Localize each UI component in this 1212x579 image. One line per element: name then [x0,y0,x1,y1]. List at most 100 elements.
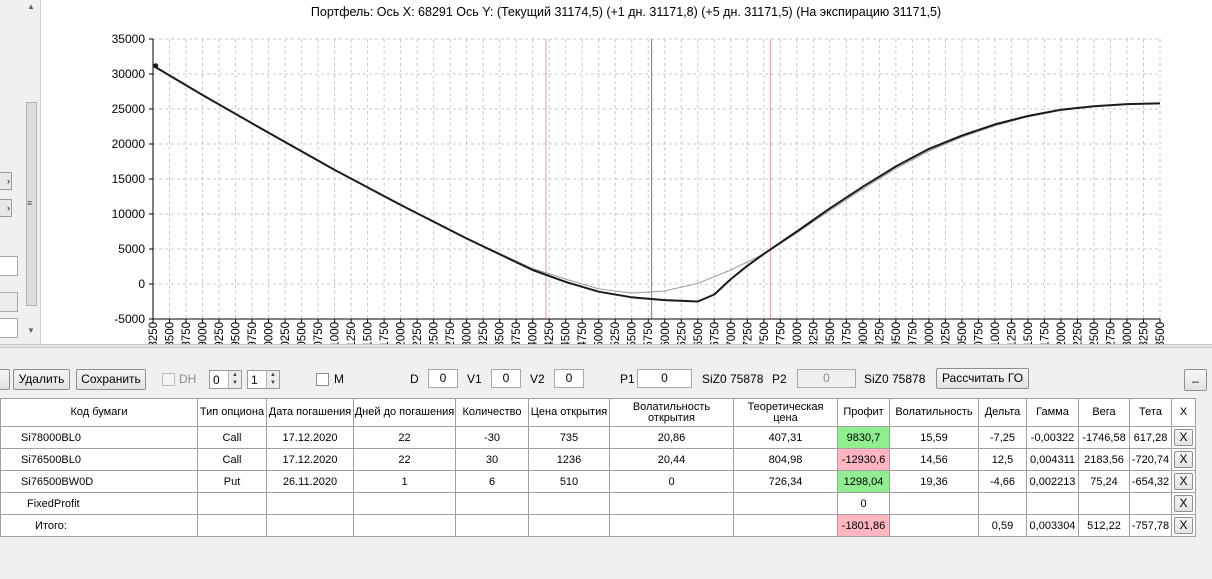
x-tick-label: 80750 [973,322,985,344]
header-qty[interactable]: Количество [455,398,529,427]
scroll-down-arrow-icon[interactable]: ▼ [27,326,35,335]
header-profit[interactable]: Профит [837,398,890,427]
side-input-1[interactable] [0,256,18,276]
delete-button[interactable]: Удалить [13,369,70,390]
hidden-left-button[interactable] [0,369,10,390]
cell-x: X [1171,448,1196,471]
x-tick-label: 75500 [627,322,639,344]
cell-x: X [1171,470,1196,493]
cell-qty: -30 [455,426,529,449]
v2-input[interactable]: 0 [554,369,584,388]
side-button-1[interactable]: › [0,172,12,190]
cell-qty [455,514,529,537]
y-tick-label: 0 [138,277,145,291]
vertical-scrollbar[interactable]: ▲ ≡ ▼ [24,0,40,338]
x-tick-label: 70250 [280,322,292,344]
x-tick-label: 69250 [214,322,226,344]
cell-gamma: -0,00322 [1026,426,1079,449]
left-side-panel: › › ▲ ≡ ▼ [0,0,41,344]
cell-code[interactable]: Si76500BL0 [0,448,198,471]
table-row[interactable]: FixedProfit 0 X [0,492,1196,515]
header-delta[interactable]: Дельта [978,398,1027,427]
panel-splitter[interactable] [0,344,1212,348]
p2-input[interactable]: 0 [797,369,856,388]
x-tick-label: 73000 [462,322,474,344]
x-tick-label: 79250 [874,322,886,344]
spin-input-1[interactable]: 0 ▲ ▼ [209,370,242,389]
x-tick-label: 73750 [511,322,523,344]
x-tick-label: 82000 [1056,322,1068,344]
table-row[interactable]: Si76500BW0D Put 26.11.2020 1 6 510 0 726,34 1298… [0,470,1196,493]
cell-code[interactable]: Si78000BL0 [0,426,198,449]
header-theta[interactable]: Тета [1129,398,1172,427]
cell-open-price: 735 [528,426,610,449]
header-date[interactable]: Дата погашения [266,398,354,427]
remove-row-button[interactable]: X [1174,473,1193,490]
header-type[interactable]: Тип опциона [197,398,267,427]
table-row[interactable]: Итого: -1801,86 0,59 0,003304 512,22 -757,78 X [0,514,1196,537]
table-row[interactable]: Si78000BL0 Call 17.12.2020 22 -30 735 20,86 407… [0,426,1196,449]
x-tick-label: 68250 [148,322,160,344]
table-row[interactable]: Si76500BL0 Call 17.12.2020 22 30 1236 20,44 804… [0,448,1196,471]
remove-row-button[interactable]: X [1174,517,1193,534]
side-input-3[interactable] [0,318,18,338]
p1-input[interactable]: 0 [637,369,692,388]
cell-x: X [1171,514,1196,537]
header-x[interactable]: X [1171,398,1196,427]
minimize-button[interactable]: _ [1184,369,1207,391]
portfolio-chart[interactable]: Портфель: Ось X: 68291 Ось Y: (Текущий 3… [0,0,1212,344]
remove-row-button[interactable]: X [1174,495,1193,512]
cell-theo: 804,98 [733,448,838,471]
calculate-margin-button[interactable]: Рассчитать ГО [936,368,1029,389]
remove-row-button[interactable]: X [1174,429,1193,446]
cell-code[interactable]: Si76500BW0D [0,470,198,493]
scroll-up-arrow-icon[interactable]: ▲ [27,2,35,11]
x-tick-label: 77000 [726,322,738,344]
spin-arrows-icon[interactable]: ▲ ▼ [228,371,241,388]
scrollbar-thumb[interactable] [26,102,37,306]
header-open-price[interactable]: Цена открытия [528,398,610,427]
cell-open-vol [609,492,734,515]
cell-profit: -12930,6 [837,448,890,471]
cell-delta [978,492,1027,515]
cell-open-vol: 20,86 [609,426,734,449]
header-code[interactable]: Код бумаги [0,398,198,427]
header-days[interactable]: Дней до погашения [353,398,456,427]
table-header-row: Код бумаги Тип опциона Дата погашения Дней … [0,398,1196,427]
cell-code[interactable]: FixedProfit [0,492,198,515]
cell-qty: 6 [455,470,529,493]
x-tick-label: 78750 [841,322,853,344]
cell-date [266,492,354,515]
x-tick-label: 70500 [297,322,309,344]
y-tick-label: 15000 [112,172,146,186]
cell-theta: -720,74 [1129,448,1172,471]
header-open-vol[interactable]: Волатильность открытия [609,398,734,427]
header-theo-price[interactable]: Теоретическая цена [733,398,838,427]
x-tick-label: 81000 [990,322,1002,344]
v1-input[interactable]: 0 [491,369,521,388]
side-input-2[interactable] [0,292,18,312]
d-input[interactable]: 0 [428,369,458,388]
x-tick-label: 75000 [594,322,606,344]
header-vega[interactable]: Вега [1078,398,1130,427]
dh-checkbox[interactable] [162,373,175,386]
x-tick-label: 75750 [643,322,655,344]
m-checkbox[interactable] [316,373,329,386]
save-button[interactable]: Сохранить [76,369,146,390]
y-tick-label: 30000 [112,67,146,81]
header-vol[interactable]: Волатильность [889,398,979,427]
cell-theo: 726,34 [733,470,838,493]
x-tick-label: 81750 [1039,322,1051,344]
header-gamma[interactable]: Гамма [1026,398,1079,427]
spin-input-2[interactable]: 1 ▲ ▼ [247,370,280,389]
cell-vega [1078,492,1130,515]
table-empty-area [0,538,1212,579]
x-tick-label: 71250 [346,322,358,344]
x-tick-label: 79000 [858,322,870,344]
side-button-2[interactable]: › [0,199,12,217]
x-tick-label: 72750 [445,322,457,344]
remove-row-button[interactable]: X [1174,451,1193,468]
cell-code[interactable]: Итого: [0,514,198,537]
spin-arrows-icon[interactable]: ▲ ▼ [266,371,279,388]
chart-panel: › › ▲ ≡ ▼ Портфель: Ось X: 68291 Ось Y: … [0,0,1212,344]
